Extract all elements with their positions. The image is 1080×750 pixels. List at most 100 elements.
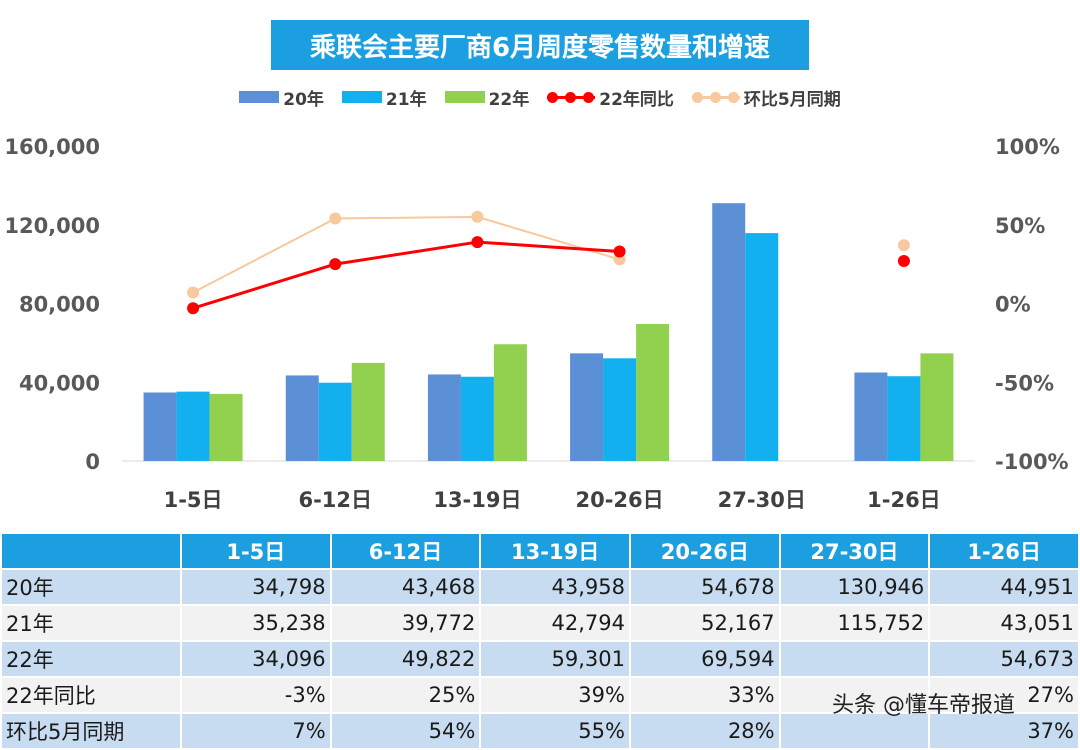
legend-item: 22年 [444, 85, 530, 110]
bar [745, 233, 779, 461]
bar [209, 393, 243, 461]
table-cell: 35,238 [180, 604, 332, 642]
bar [493, 344, 527, 461]
table-row-label: 环比5月同期 [0, 712, 182, 750]
x-tick-label: 1-5日 [164, 488, 223, 512]
bar [570, 353, 604, 461]
legend-label: 22年 [488, 89, 530, 110]
y-tick-label: 160,000 [4, 135, 100, 159]
table-cell: 43,958 [479, 568, 631, 606]
table-header-row: 1-5日 6-12日 13-19日 20-26日 27-30日 1-26日 [0, 532, 1080, 570]
table-cell: 27% [928, 676, 1080, 714]
x-tick-label: 27-30日 [718, 488, 806, 512]
table-cell: 28% [628, 712, 781, 750]
chart-svg: 0 40,000 80,000 120,000 160,000 -100% -50% 0% 50… [4, 135, 1069, 512]
table-cell: 34,798 [180, 568, 332, 606]
legend-label: 22年同比 [599, 89, 674, 110]
table-cell: 54,678 [628, 568, 781, 606]
bar [351, 362, 385, 461]
y2-tick-label: -50% [995, 371, 1054, 395]
bar [603, 358, 637, 461]
table-cell: 43,051 [928, 604, 1080, 642]
table-cell: 52,167 [628, 604, 781, 642]
x-tick-label: 20-26日 [575, 488, 663, 512]
table-cell: 44,951 [928, 568, 1080, 606]
legend-item: 21年 [341, 85, 427, 110]
table-cell: 130,946 [778, 568, 931, 606]
y-tick-label: 120,000 [4, 214, 100, 238]
legend-swatch [239, 91, 280, 103]
legend-swatch [444, 91, 485, 103]
x-tick-label: 13-19日 [433, 488, 521, 512]
table-row: 22年同比 -3% 25% 39% 33% 27% [0, 676, 1080, 714]
table-row: 21年 35,238 39,772 42,794 52,167 115,752 43,051 [0, 604, 1080, 642]
line-point [329, 258, 342, 271]
table-cell: -3% [180, 676, 332, 714]
bar [176, 391, 210, 461]
table-cell: 42,794 [479, 604, 631, 642]
table-cell: 33% [628, 676, 781, 714]
series-line [192, 215, 620, 294]
bar [460, 376, 494, 461]
table-row-label: 20年 [0, 568, 182, 606]
legend-line-swatch [547, 90, 596, 104]
table-cell: 49,822 [329, 640, 482, 678]
y2-tick-label: 50% [995, 214, 1045, 238]
line-point [187, 286, 200, 299]
bar [712, 203, 746, 461]
table-header-cell: 6-12日 [329, 532, 482, 570]
y2-tick-label: -100% [995, 450, 1069, 474]
line-point [329, 212, 342, 225]
series-line [192, 240, 620, 310]
table-cell [778, 640, 931, 678]
line-point [471, 236, 484, 249]
table-cell: 55% [479, 712, 631, 750]
x-tick-label: 6-12日 [298, 488, 372, 512]
y-tick-label: 80,000 [19, 293, 100, 317]
line-point [187, 302, 200, 315]
table-cell: 69,594 [628, 640, 781, 678]
bar [854, 372, 888, 461]
table-cell: 39% [479, 676, 631, 714]
table-header-cell: 1-5日 [180, 532, 332, 570]
table-cell: 115,752 [778, 604, 931, 642]
table-row-label: 22年 [0, 640, 182, 678]
legend-swatch [341, 91, 382, 103]
legend-label: 21年 [385, 89, 427, 110]
table-row-label: 22年同比 [0, 676, 182, 714]
table-cell: 43,468 [329, 568, 482, 606]
table-cell: 59,301 [479, 640, 631, 678]
table-row-label: 21年 [0, 604, 182, 642]
line-point [897, 239, 910, 252]
bar [318, 382, 352, 461]
line-point [613, 245, 626, 258]
bar [636, 323, 670, 461]
table-header-cell: 13-19日 [479, 532, 631, 570]
y2-tick-label: 100% [995, 135, 1060, 159]
legend-item: 环比5月同期 [691, 85, 841, 110]
bar [285, 375, 319, 461]
table-header-cell [0, 532, 182, 570]
bar [427, 374, 461, 461]
table-cell: 25% [329, 676, 482, 714]
table-cell: 7% [180, 712, 332, 750]
y-tick-label: 40,000 [19, 371, 100, 395]
legend-label: 20年 [283, 89, 324, 110]
bar [887, 376, 921, 461]
legend-item: 22年同比 [547, 85, 674, 110]
table-cell: 54% [329, 712, 482, 750]
x-tick-label: 1-26日 [867, 488, 941, 512]
bar [143, 392, 177, 461]
table-header-cell: 1-26日 [928, 532, 1080, 570]
watermark: 头条 @懂车帝报道 [832, 693, 1015, 718]
y-tick-label: 0 [85, 450, 100, 474]
table-row: 22年 34,096 49,822 59,301 69,594 54,673 [0, 640, 1080, 678]
table-cell: 39,772 [329, 604, 482, 642]
line-point [897, 254, 910, 267]
table-header-cell: 27-30日 [778, 532, 931, 570]
chart-area: 0 40,000 80,000 120,000 160,000 -100% -50% 0% 50… [4, 20, 1069, 512]
table-row: 20年 34,798 43,468 43,958 54,678 130,946 44,951 [0, 568, 1080, 606]
legend-line-swatch [691, 90, 740, 104]
table-cell: 34,096 [180, 640, 332, 678]
chart-title: 乘联会主要厂商6月周度零售数量和增速 [271, 20, 809, 70]
